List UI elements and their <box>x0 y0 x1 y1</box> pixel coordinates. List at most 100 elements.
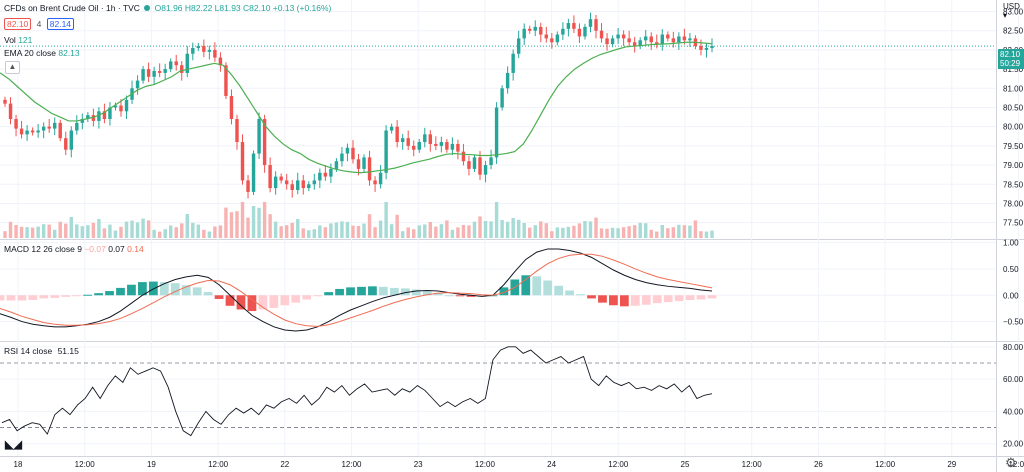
candle-body <box>456 143 460 152</box>
candle-body <box>240 142 245 181</box>
macd-histogram-bar <box>335 288 344 296</box>
x-tick-label: 12:00 <box>341 460 362 469</box>
bid-ask-row: 82.10 4 82.14 <box>4 18 75 30</box>
candle-body <box>168 61 173 70</box>
candle-body <box>489 157 493 166</box>
candle-body <box>312 180 317 185</box>
volume-bar <box>644 223 648 238</box>
macd-histogram-bar <box>532 276 542 296</box>
x-tick-label: 26 <box>814 460 823 469</box>
candle-body <box>8 103 13 119</box>
candle-body <box>91 115 96 121</box>
price-tick-label: 78.00 <box>1003 199 1024 208</box>
candle-body <box>378 172 383 185</box>
volume-bar <box>472 221 477 238</box>
price-tick-label: 78.50 <box>1003 180 1024 189</box>
candle-body <box>434 143 438 146</box>
volume-bar <box>505 221 510 238</box>
candle-body <box>224 65 228 96</box>
macd-legend[interactable]: MACD 12 26 close 9 −0.07 0.07 0.14 <box>4 244 144 254</box>
gear-icon[interactable]: ⚙ <box>1005 455 1017 470</box>
candle-body <box>688 38 692 41</box>
candle-body <box>340 153 344 162</box>
candle-body <box>610 38 615 45</box>
candle-body <box>273 176 278 189</box>
volume-bar <box>75 224 79 238</box>
rsi-tick-label: 60.00 <box>1003 375 1024 384</box>
candle-body <box>251 153 256 192</box>
volume-bar <box>384 202 388 238</box>
candle-body <box>329 168 333 177</box>
candle-body <box>80 119 85 123</box>
volume-bar <box>693 220 698 238</box>
symbol-title[interactable]: CFDs on Brent Crude Oil · 1h · TVC <box>4 3 140 13</box>
volume-bar <box>594 217 598 238</box>
volume-bar <box>91 222 96 238</box>
rsi-legend[interactable]: RSI 14 close 51.15 <box>4 346 79 356</box>
volume-bar <box>229 212 234 238</box>
candle-body <box>539 26 543 35</box>
candle-body <box>102 111 107 119</box>
macd-histogram-bar <box>630 295 640 306</box>
volume-bar <box>224 207 228 238</box>
macd-histogram-bar <box>685 295 695 300</box>
macd-histogram-bar <box>181 285 191 296</box>
candle-body <box>14 119 18 129</box>
candle-body <box>406 138 410 146</box>
macd-histogram-bar <box>116 287 125 296</box>
macd-histogram-bar <box>444 295 454 297</box>
rsi-value: 51.15 <box>57 346 79 356</box>
ema-label: EMA 20 close <box>4 48 56 58</box>
ask-price[interactable]: 82.14 <box>46 18 75 30</box>
volume-value: 121 <box>18 35 33 45</box>
volume-bar <box>108 224 112 238</box>
x-tick-label: 24 <box>547 460 556 469</box>
macd-histogram-bar <box>72 295 82 297</box>
macd-signal-value: 0.14 <box>127 244 144 254</box>
volume-bar <box>389 224 394 238</box>
volume-bar <box>202 229 206 238</box>
x-tick-label: 12:00 <box>1008 460 1024 469</box>
market-status-icon <box>144 5 151 11</box>
macd-histogram-bar <box>105 291 114 296</box>
macd-histogram-bar <box>389 287 399 296</box>
ema-line <box>0 41 713 174</box>
candle-body <box>196 46 201 48</box>
chevron-up-icon[interactable]: ▲ <box>5 61 20 74</box>
candle-body <box>202 46 206 52</box>
macd-histogram-bar <box>39 295 49 299</box>
ema-legend[interactable]: EMA 20 close 82.13 <box>4 48 80 58</box>
volume-bar <box>395 214 399 238</box>
candle-body <box>257 119 261 154</box>
currency-selector[interactable]: USD ▾ <box>1003 2 1020 20</box>
volume-legend[interactable]: Vol 121 <box>4 35 32 45</box>
candle-body <box>86 115 90 119</box>
candle-body <box>500 88 504 108</box>
x-tick-label: 22 <box>280 460 289 469</box>
spread-value: 4 <box>36 19 42 29</box>
volume-bar <box>329 223 333 238</box>
volume-bar <box>240 202 245 238</box>
candle-body <box>666 34 670 39</box>
rsi-tick-label: 20.00 <box>1003 440 1024 449</box>
volume-bar <box>52 229 57 238</box>
rsi-label: RSI 14 close <box>4 346 53 356</box>
candle-body <box>472 157 477 169</box>
candle-body <box>588 19 593 27</box>
volume-bar <box>489 221 493 238</box>
price-tick-label: 82.50 <box>1003 27 1024 36</box>
bid-price[interactable]: 82.10 <box>4 18 32 30</box>
candle-body <box>400 138 405 143</box>
candle-body <box>36 130 40 133</box>
candle-body <box>41 126 46 131</box>
volume-bar <box>428 222 433 238</box>
macd-histogram-bar <box>587 295 596 299</box>
candle-body <box>417 142 421 150</box>
macd-histogram-bar <box>17 295 27 301</box>
macd-histogram-bar <box>291 295 301 303</box>
macd-tick-label: −0.50 <box>1003 318 1024 327</box>
volume-bar <box>627 226 631 238</box>
candle-body <box>699 46 703 50</box>
candle-body <box>307 184 311 189</box>
